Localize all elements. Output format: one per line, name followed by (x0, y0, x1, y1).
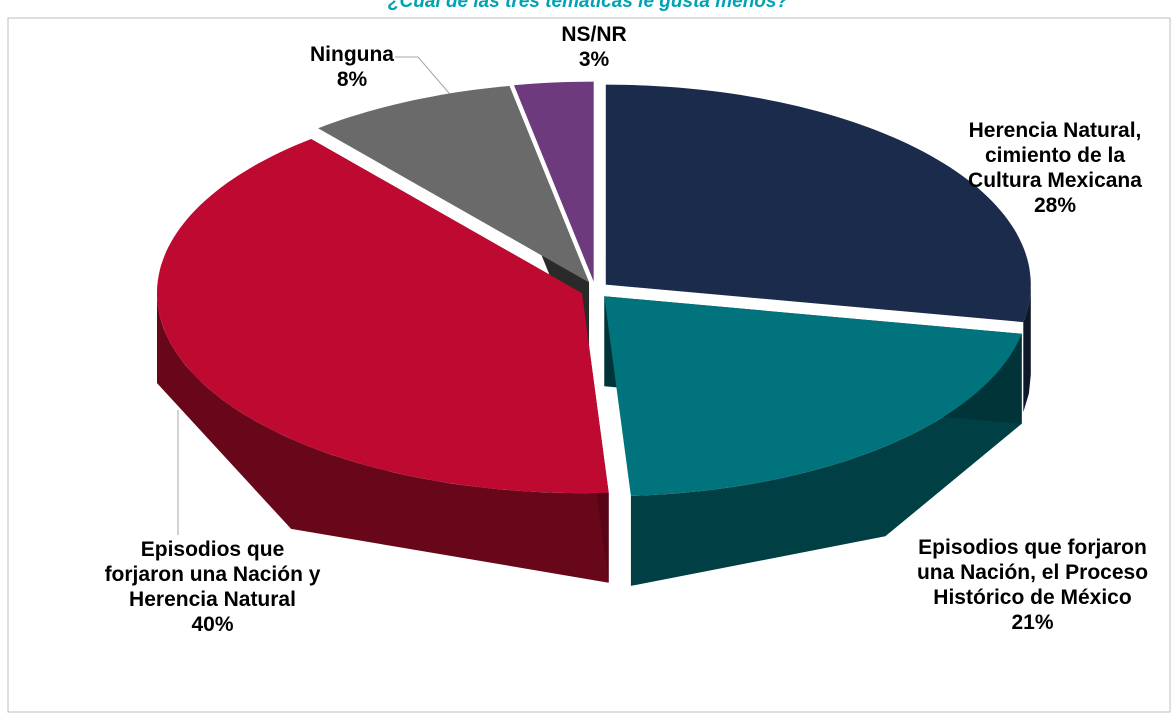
category-label: Episodios que forjaron una Nación, el Pr… (916, 536, 1149, 609)
slice-side (157, 293, 609, 583)
category-label: Herencia Natural, cimiento de la Cultura… (968, 119, 1142, 192)
category-label: Episodios que forjaron una Nación y Here… (104, 538, 321, 611)
slice-side (630, 333, 1022, 586)
slice-top (318, 85, 590, 283)
value-label: 3% (578, 48, 610, 71)
category-label: NS/NR (561, 23, 627, 46)
data-label: Herencia Natural, cimiento de la Cultura… (955, 118, 1155, 218)
slice-top (514, 81, 594, 282)
chart-title: ¿Cuál de las tres temáticas le gusta men… (387, 0, 789, 12)
data-label: Episodios que forjaron una Nación y Here… (100, 537, 325, 637)
value-label: 8% (336, 68, 368, 91)
data-label: NS/NR 3% (534, 22, 654, 72)
slice-top (604, 296, 1022, 496)
data-label: Episodios que forjaron una Nación, el Pr… (915, 535, 1150, 635)
category-label: Ninguna (310, 43, 394, 66)
slice-top (157, 139, 609, 494)
slice-side (1023, 284, 1031, 413)
leader-line (395, 56, 456, 101)
value-label: 21% (1011, 611, 1054, 634)
data-label: Ninguna 8% (292, 42, 412, 92)
value-label: 28% (1033, 194, 1077, 217)
slice-top (605, 84, 1031, 323)
chart-border (7, 17, 1171, 713)
value-label: 40% (191, 613, 234, 636)
